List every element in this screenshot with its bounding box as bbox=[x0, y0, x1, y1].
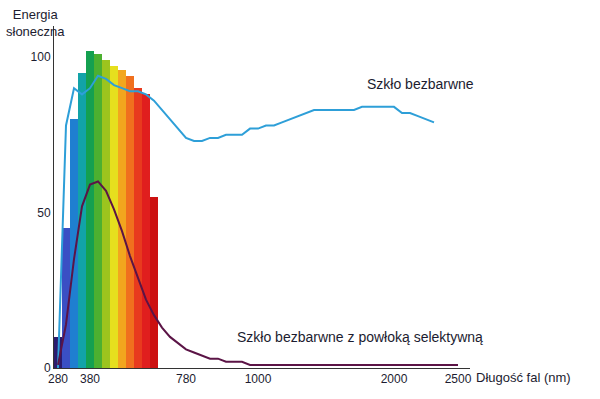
svg-text:2500: 2500 bbox=[445, 372, 472, 386]
svg-text:2000: 2000 bbox=[381, 372, 408, 386]
svg-text:Długość fal (nm): Długość fal (nm) bbox=[476, 370, 571, 385]
svg-text:Szkło bezbarwne z powłoką sele: Szkło bezbarwne z powłoką selektywną bbox=[237, 329, 483, 345]
svg-text:0: 0 bbox=[44, 361, 51, 375]
svg-text:280: 280 bbox=[48, 372, 68, 386]
svg-text:Szkło bezbarwne: Szkło bezbarwne bbox=[367, 76, 474, 92]
svg-text:780: 780 bbox=[176, 372, 196, 386]
svg-text:1000: 1000 bbox=[245, 372, 272, 386]
svg-text:50: 50 bbox=[37, 206, 51, 220]
svg-text:380: 380 bbox=[80, 372, 100, 386]
svg-text:Energiasłoneczna: Energiasłoneczna bbox=[6, 7, 65, 39]
svg-text:100: 100 bbox=[31, 50, 51, 64]
